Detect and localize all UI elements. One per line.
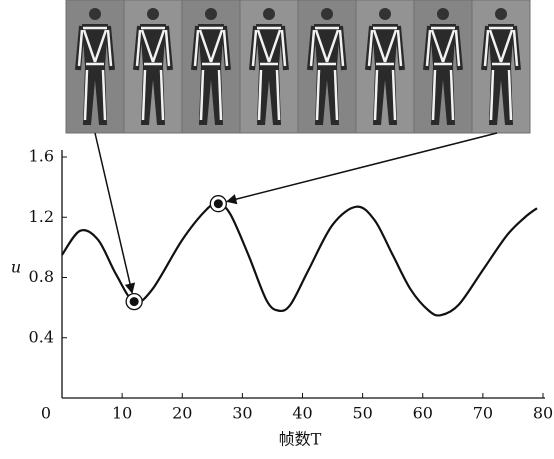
figure-legs bbox=[373, 66, 397, 125]
x-tick-label: 0 bbox=[41, 404, 51, 423]
figure-markers bbox=[193, 26, 229, 121]
figure-markers bbox=[367, 26, 403, 121]
figure-head bbox=[379, 8, 391, 20]
x-tick-label: 50 bbox=[352, 404, 372, 423]
figure-body bbox=[256, 24, 282, 66]
x-tick-label: 80 bbox=[533, 404, 553, 423]
highlight-point bbox=[213, 199, 223, 209]
x-tick-label: 30 bbox=[232, 404, 252, 423]
x-tick-label: 40 bbox=[292, 404, 312, 423]
figure-body bbox=[372, 24, 398, 66]
figure-head bbox=[89, 8, 101, 20]
y-tick-label: 0.8 bbox=[29, 267, 54, 286]
figure-head bbox=[321, 8, 333, 20]
figure-legs bbox=[431, 66, 455, 125]
figure-legs bbox=[141, 66, 165, 125]
figure-body bbox=[488, 24, 514, 66]
y-tick-label: 1.6 bbox=[29, 147, 54, 166]
x-tick-label: 10 bbox=[112, 404, 132, 423]
figure-legs bbox=[489, 66, 513, 125]
photo-strip bbox=[65, 0, 531, 134]
figure-legs bbox=[315, 66, 339, 125]
figure-legs bbox=[199, 66, 223, 125]
figure-body bbox=[314, 24, 340, 66]
figure-markers bbox=[425, 26, 461, 121]
figure-head bbox=[263, 8, 275, 20]
arrow bbox=[226, 132, 498, 205]
figure-markers bbox=[309, 26, 345, 121]
figure-markers bbox=[483, 26, 519, 121]
x-axis-label: 帧数T bbox=[279, 430, 322, 449]
figure-body bbox=[140, 24, 166, 66]
figure-legs bbox=[257, 66, 281, 125]
x-tick-label: 70 bbox=[473, 404, 493, 423]
figure-body bbox=[430, 24, 456, 66]
y-axis-label: u bbox=[11, 258, 21, 277]
figure-head bbox=[495, 8, 507, 20]
figure-head bbox=[147, 8, 159, 20]
figure-head bbox=[437, 8, 449, 20]
arrow bbox=[94, 132, 136, 294]
x-tick-label: 60 bbox=[413, 404, 433, 423]
figure-markers bbox=[135, 26, 171, 121]
figure-head bbox=[205, 8, 217, 20]
figure-markers bbox=[77, 26, 113, 121]
figure-body bbox=[82, 24, 108, 66]
figure-body bbox=[198, 24, 224, 66]
figure-legs bbox=[83, 66, 107, 125]
x-tick-label: 20 bbox=[172, 404, 192, 423]
figure-markers bbox=[251, 26, 287, 121]
y-tick-label: 1.2 bbox=[29, 207, 54, 226]
y-tick-label: 0.4 bbox=[29, 327, 54, 346]
highlight-point bbox=[129, 297, 139, 307]
